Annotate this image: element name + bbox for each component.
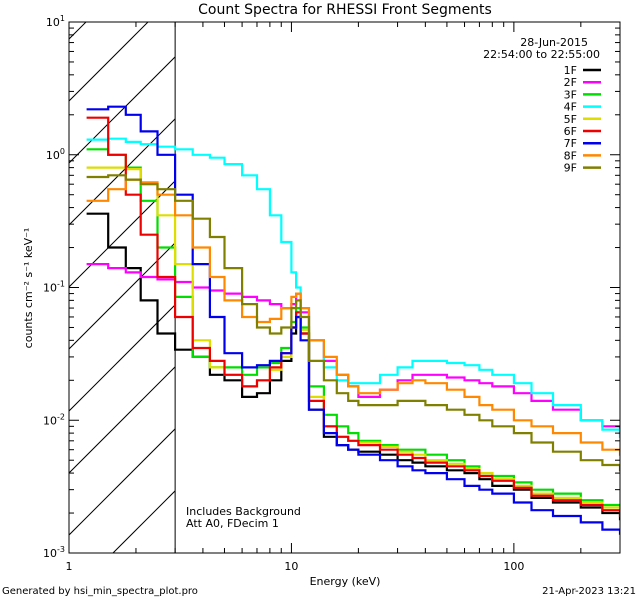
- series-5F: [86, 166, 620, 515]
- legend-label-9F: 9F: [564, 162, 577, 175]
- date-label: 28-Jun-2015: [520, 36, 588, 49]
- y-tick-label: 101: [46, 14, 65, 29]
- x-axis-label: Energy (keV): [310, 575, 381, 588]
- series-3F: [86, 148, 620, 515]
- series-8F: [86, 178, 620, 456]
- series-2F: [86, 263, 620, 435]
- annotation-attenuator: Att A0, FDecim 1: [186, 517, 279, 530]
- series-9F: [86, 174, 620, 472]
- series-6F: [86, 116, 620, 518]
- legend-label-7F: 7F: [564, 137, 577, 150]
- hatch-line: [69, 366, 176, 474]
- legend-label-5F: 5F: [564, 113, 577, 126]
- x-tick-label: 10: [284, 560, 298, 573]
- y-axis-label: counts cm⁻² s⁻¹ keV⁻¹: [22, 228, 35, 349]
- y-tick-label: 10-2: [43, 412, 65, 427]
- hatched-region: [69, 0, 640, 553]
- footer-timestamp: 21-Apr-2023 13:21: [542, 586, 636, 597]
- y-tick-label: 10-3: [43, 545, 65, 560]
- legend-label-2F: 2F: [564, 76, 577, 89]
- legend-label-1F: 1F: [564, 64, 577, 77]
- series-1F: [86, 212, 620, 521]
- x-tick-label: 1: [66, 560, 73, 573]
- plot-frame: [68, 21, 621, 554]
- y-tick-label: 100: [46, 147, 65, 162]
- x-tick-label: 100: [503, 560, 524, 573]
- hatch-line: [609, 0, 640, 553]
- legend-label-8F: 8F: [564, 149, 577, 162]
- time-range-label: 22:54:00 to 22:55:00: [483, 48, 600, 61]
- legend-label-3F: 3F: [564, 88, 577, 101]
- annotation-background: Includes Background: [186, 505, 301, 518]
- chart-title: Count Spectra for RHESSI Front Segments: [198, 2, 492, 18]
- hatch-line: [69, 56, 176, 164]
- series-7F: [86, 105, 620, 535]
- hatch-line: [69, 180, 176, 288]
- hatch-line: [485, 0, 640, 553]
- legend-label-4F: 4F: [564, 101, 577, 114]
- axis-ticks: 1 10 100 10-3 10-2 10-1 100 101: [43, 14, 621, 573]
- footer-generated-by: Generated by hsi_min_spectra_plot.pro: [2, 586, 198, 597]
- hatch-line: [69, 242, 176, 350]
- hatch-line: [237, 0, 640, 553]
- y-tick-label: 10-1: [43, 280, 65, 295]
- legend-label-6F: 6F: [564, 125, 577, 138]
- hatch-line: [69, 22, 149, 102]
- series-4F: [86, 137, 620, 438]
- hatch-line: [69, 428, 176, 536]
- series-layer: [86, 105, 620, 535]
